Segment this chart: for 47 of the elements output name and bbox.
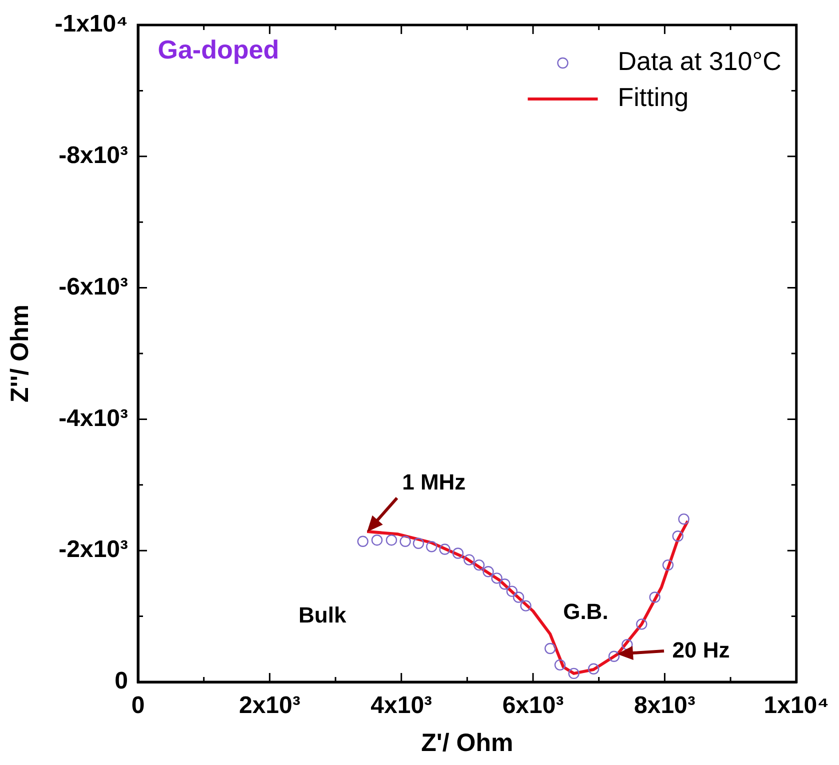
point [491,572,502,584]
y-tick-label: -8x10³ [58,142,128,170]
point [506,586,518,597]
y-axis-title: Z''/ Ohm [6,304,34,402]
legend-label: Fitting [618,82,689,112]
point [568,668,580,680]
x-tick-label: 4x10³ [370,692,432,720]
point [357,536,368,547]
point [554,659,566,671]
point [473,559,485,571]
point [622,638,633,650]
annotation: Bulk [298,602,347,628]
annotation: Ga-doped [158,34,280,64]
point [482,566,494,578]
legend-label: Data at 310°C [618,46,782,76]
point [386,534,398,546]
point [662,559,674,571]
y-tick-label: -2x10³ [58,536,128,564]
x-tick-label: 1x10⁴ [764,692,829,720]
point [426,541,438,552]
y-tick-label: 0 [114,668,128,695]
y-tick-label: -4x10³ [58,404,128,432]
x-tick-label: 6x10³ [502,692,564,720]
y-tick-label: -6x10³ [58,273,128,300]
point [520,600,532,612]
point [672,530,684,542]
point [464,554,475,566]
point [636,618,648,630]
point [649,592,660,603]
y-tick-label: -1x10⁴ [54,10,128,38]
point [452,548,464,559]
x-axis-title: Z'/ Ohm [421,728,514,757]
point [400,536,411,547]
annotation: 1 MHz [402,470,466,495]
annotation: G.B. [563,599,608,624]
point [544,642,556,654]
x-tick-label: 2x10³ [238,692,300,720]
point [412,538,424,549]
point [678,513,690,525]
point [499,578,510,590]
point [439,544,450,555]
point [371,534,383,546]
point [512,592,524,603]
point [588,663,600,674]
annotation: 20 Hz [672,637,730,662]
point [608,650,620,662]
x-tick-label: 8x10³ [634,692,696,720]
